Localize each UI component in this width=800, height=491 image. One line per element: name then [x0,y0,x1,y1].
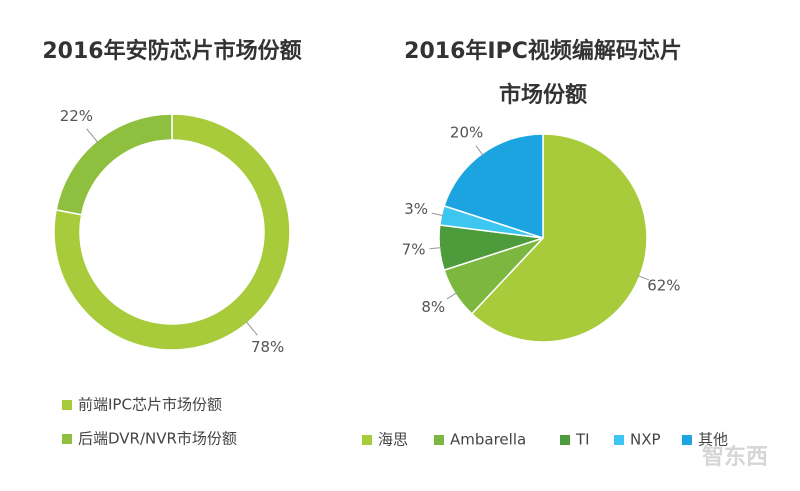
legend-swatch [560,435,570,445]
legend-swatch [362,435,372,445]
data-label: 62% [647,276,680,294]
data-label: 78% [251,338,284,356]
legend-swatch [62,434,72,444]
legend-label: 前端IPC芯片市场份额 [78,396,222,414]
leader-line [86,128,99,143]
leader-line [245,321,258,336]
leader-line [475,145,484,156]
data-label: 20% [450,123,483,141]
legend-swatch [614,435,624,445]
legend-swatch [434,435,444,445]
leader-line [429,247,442,250]
leader-line [431,212,444,217]
data-label: 22% [60,107,93,125]
chart-title: 2016年安防芯片市场份额 [42,38,301,64]
legend-swatch [62,400,72,410]
chart-title: 市场份额 [499,82,587,108]
legend-label: 后端DVR/NVR市场份额 [78,430,237,448]
watermark: 智东西 [702,444,768,470]
data-label: 7% [402,241,426,259]
legend-swatch [682,435,692,445]
donut-segment [53,113,291,351]
leader-line [446,292,458,300]
leader-line [637,275,650,281]
legend-label: NXP [630,431,661,449]
legend-label: 其他 [698,431,728,449]
legend-label: 海思 [378,431,408,449]
data-label: 8% [421,298,445,316]
legend-label: TI [575,431,590,449]
chart-title: 2016年IPC视频编解码芯片 [404,38,682,64]
legend-label: Ambarella [450,431,526,449]
donut-segment [55,113,173,216]
data-label: 3% [404,200,428,218]
